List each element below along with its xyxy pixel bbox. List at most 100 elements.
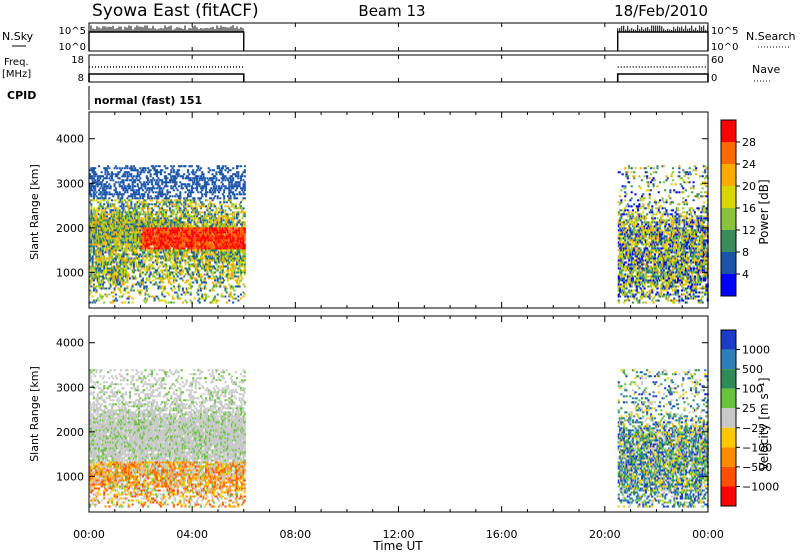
range-gate-cell <box>121 181 124 184</box>
range-gate-cell <box>219 201 222 204</box>
range-gate-cell <box>105 237 108 240</box>
range-gate-cell <box>159 277 163 280</box>
range-gate-cell <box>154 245 157 248</box>
range-gate-cell <box>92 267 95 270</box>
range-gate-cell <box>132 249 135 252</box>
range-gate-cell <box>98 253 101 256</box>
range-gate-cell <box>138 187 141 190</box>
range-gate-cell <box>92 279 95 282</box>
range-gate-cell <box>157 243 160 246</box>
range-gate-cell <box>166 275 169 278</box>
range-gate-cell <box>131 219 134 222</box>
range-gate-cell <box>92 275 95 278</box>
range-gate-cell <box>112 211 115 214</box>
nsky-series <box>88 23 709 51</box>
range-gate-cell <box>131 283 134 286</box>
range-gate-cell <box>104 275 107 278</box>
range-gate-cell <box>177 217 181 220</box>
range-gate-cell <box>99 193 102 196</box>
range-gate-cell <box>165 301 168 304</box>
range-gate-cell <box>135 189 138 192</box>
range-gate-cell <box>144 243 147 246</box>
range-gate-cell <box>243 285 246 288</box>
range-gate-cell <box>157 225 160 228</box>
range-gate-cell <box>98 279 101 282</box>
range-gate-cell <box>145 249 148 252</box>
range-gate-cell <box>104 273 107 276</box>
range-gate-cell <box>95 271 98 274</box>
range-gate-cell <box>175 233 178 236</box>
range-gate-cell <box>105 229 108 232</box>
range-gate-cell <box>145 189 148 192</box>
range-gate-cell <box>121 225 124 228</box>
range-gate-cell <box>166 191 169 194</box>
range-gate-cell <box>234 189 237 192</box>
range-gate-cell <box>92 231 95 234</box>
range-gate-cell <box>113 207 116 210</box>
range-gate-cell <box>179 227 182 230</box>
range-gate-cell <box>156 169 159 172</box>
range-gate-cell <box>114 275 117 278</box>
range-gate-cell <box>205 217 208 220</box>
range-gate-cell <box>126 297 129 300</box>
range-gate-cell <box>193 199 196 202</box>
range-gate-cell <box>116 219 119 222</box>
range-gate-cell <box>163 233 166 236</box>
range-gate-cell <box>139 289 142 292</box>
range-gate-cell <box>620 229 623 232</box>
range-gate-cell <box>122 243 125 246</box>
range-gate-cell <box>149 229 152 232</box>
range-gate-cell <box>121 179 124 182</box>
range-gate-cell <box>110 177 114 180</box>
range-gate-cell <box>148 259 151 262</box>
range-gate-cell <box>221 217 224 220</box>
range-gate-cell <box>171 243 174 246</box>
range-gate-cell <box>152 217 155 220</box>
range-gate-cell <box>163 251 166 254</box>
range-gate-cell <box>187 241 190 244</box>
range-gate-cell <box>170 165 173 168</box>
range-gate-cell <box>92 213 95 216</box>
range-gate-cell <box>98 283 101 286</box>
range-gate-cell <box>143 261 146 264</box>
range-gate-cell <box>170 225 173 228</box>
range-gate-cell <box>193 179 196 182</box>
range-gate-cell <box>108 277 111 280</box>
range-gate-cell <box>241 199 244 202</box>
range-gate-cell <box>180 239 183 242</box>
range-gate-cell <box>116 227 119 230</box>
range-gate-cell <box>162 209 165 212</box>
range-gate-cell <box>90 273 93 276</box>
range-gate-cell <box>193 251 196 254</box>
range-gate-cell <box>239 273 242 276</box>
range-gate-cell <box>158 241 161 244</box>
range-gate-cell <box>185 237 188 240</box>
range-gate-cell <box>237 241 240 244</box>
range-gate-cell <box>92 235 95 238</box>
range-gate-cell <box>232 249 235 252</box>
range-gate-cell <box>238 185 241 188</box>
range-gate-cell <box>145 245 148 248</box>
range-gate-cell <box>122 265 125 268</box>
range-gate-cell <box>125 273 128 276</box>
range-gate-cell <box>109 229 112 232</box>
range-gate-cell <box>187 257 190 260</box>
range-gate-cell <box>154 271 157 274</box>
range-gate-cell <box>112 221 115 224</box>
range-gate-cell <box>187 223 190 226</box>
range-gate-cell <box>122 187 125 190</box>
range-gate-cell <box>110 171 114 174</box>
range-gate-cell <box>144 183 147 186</box>
range-gate-cell <box>619 295 622 298</box>
range-gate-cell <box>166 205 169 208</box>
range-gate-cell <box>183 291 186 294</box>
range-gate-cell <box>243 257 246 260</box>
range-gate-cell <box>107 205 110 208</box>
range-gate-cell <box>205 281 208 284</box>
range-gate-cell <box>103 261 106 264</box>
range-gate-cell <box>212 257 215 260</box>
range-gate-cell <box>117 227 120 230</box>
range-gate-cell <box>171 235 174 238</box>
range-gate-cell <box>179 207 182 210</box>
range-gate-cell <box>177 195 181 198</box>
